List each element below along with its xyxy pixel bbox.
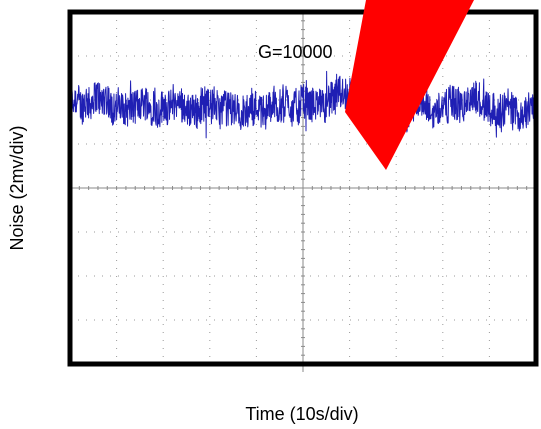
noise-trace: [69, 70, 537, 139]
center-axes: [70, 12, 536, 372]
plot-frame: [67, 9, 539, 367]
watermark-stripe: [345, 0, 474, 170]
trace-layer: [69, 70, 537, 139]
gain-annotation: G=10000: [258, 42, 333, 62]
x-axis-label: Time (10s/div): [245, 404, 358, 424]
y-axis-label: Noise (2mv/div): [7, 125, 27, 250]
